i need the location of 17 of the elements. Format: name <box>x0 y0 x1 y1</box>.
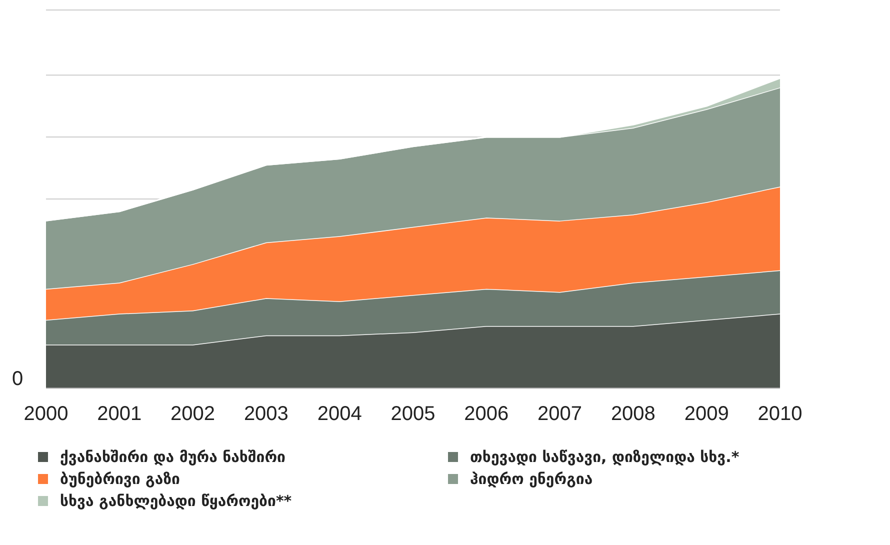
x-tick-label: 2006 <box>464 403 509 426</box>
x-tick-label: 2001 <box>97 403 142 426</box>
legend-label: ქვანახშირი და მურა ნახშირი <box>60 448 286 466</box>
x-tick-label: 2008 <box>610 403 656 426</box>
x-tick-label: 2009 <box>684 403 729 426</box>
legend-label: თხევადი საწვავი, დიზელიდა სხვ.* <box>470 448 740 466</box>
x-tick-label: 2010 <box>758 403 802 426</box>
legend-label: სხვა განხლებადი წყაროები** <box>60 492 292 510</box>
text: 0 <box>12 368 24 391</box>
x-tick-label: 2000 <box>24 403 68 426</box>
legend-label: ჰიდრო ენერგია <box>470 470 593 488</box>
legend-label: ბუნებრივი გაზი <box>60 470 180 488</box>
x-tick-label: 2005 <box>390 403 436 426</box>
x-tick-label: 2003 <box>244 403 288 426</box>
x-tick-label: 2004 <box>317 403 362 426</box>
x-tick-label: 2007 <box>538 403 582 426</box>
x-tick-label: 2002 <box>170 403 216 426</box>
